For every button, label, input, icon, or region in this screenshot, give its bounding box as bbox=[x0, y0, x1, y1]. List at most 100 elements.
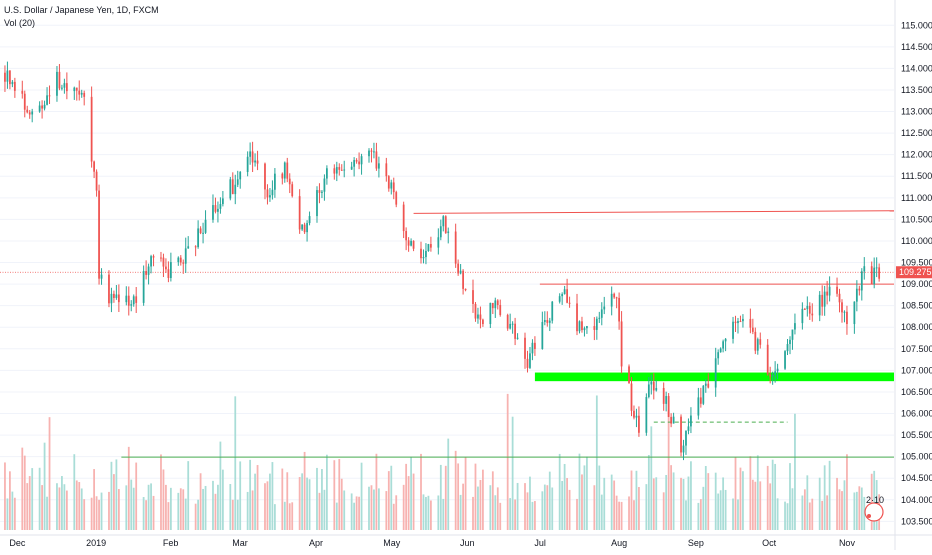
volume-bar bbox=[165, 484, 167, 530]
volume-bar bbox=[578, 453, 581, 530]
volume-bar bbox=[561, 480, 564, 530]
volume-bar bbox=[714, 472, 717, 530]
candle-body bbox=[593, 326, 596, 330]
candle-body bbox=[789, 339, 791, 345]
candle-body bbox=[652, 381, 655, 391]
volume-bar bbox=[858, 486, 861, 530]
candle-body bbox=[870, 266, 873, 284]
volume-bar bbox=[576, 498, 578, 530]
candle-body bbox=[58, 71, 61, 89]
candle-body bbox=[548, 320, 551, 323]
volume-bar bbox=[405, 463, 408, 530]
volume-bar bbox=[333, 460, 336, 530]
candle-body bbox=[323, 178, 326, 192]
volume-bar bbox=[117, 489, 120, 530]
candle-body bbox=[506, 314, 509, 329]
volume-bar bbox=[511, 416, 514, 530]
volume-bar bbox=[147, 484, 150, 530]
volume-bar bbox=[873, 470, 876, 530]
time-axis-tick-label: Apr bbox=[309, 538, 323, 548]
candle-body bbox=[246, 156, 249, 172]
candle-body bbox=[670, 416, 673, 424]
candle-body bbox=[442, 216, 445, 227]
candle-body bbox=[430, 244, 432, 248]
volume-bar bbox=[239, 461, 242, 530]
volume-bar bbox=[75, 480, 78, 530]
volume-bar bbox=[843, 480, 846, 530]
price-axis-tick-label: 104.000 bbox=[901, 495, 932, 505]
candle-body bbox=[749, 318, 752, 328]
candle-body bbox=[187, 246, 190, 249]
volume-bar bbox=[283, 501, 286, 530]
volume-bar bbox=[846, 454, 848, 530]
volume-bars bbox=[4, 393, 881, 530]
volume-bar bbox=[402, 484, 405, 530]
volume-bar bbox=[407, 476, 410, 530]
volume-bar bbox=[558, 453, 561, 530]
volume-bar bbox=[187, 461, 190, 530]
volume-bar bbox=[652, 478, 655, 530]
volume-bar bbox=[516, 482, 519, 530]
candle-body bbox=[100, 274, 103, 279]
candle-body bbox=[771, 374, 774, 377]
volume-bar bbox=[160, 454, 162, 530]
candle-body bbox=[199, 228, 202, 234]
candle-body bbox=[685, 430, 687, 446]
candle-body bbox=[615, 297, 618, 299]
volume-bar bbox=[370, 485, 373, 530]
price-axis-tick-label: 113.000 bbox=[901, 107, 932, 117]
candle-body bbox=[682, 445, 685, 453]
candle-body bbox=[563, 289, 566, 295]
candle-body bbox=[811, 313, 814, 316]
candle-body bbox=[378, 163, 380, 169]
candle-body bbox=[147, 266, 150, 275]
volume-bar bbox=[734, 457, 737, 530]
support-zone bbox=[534, 372, 894, 382]
volume-bar bbox=[704, 465, 707, 530]
time-axis-tick-label: May bbox=[383, 538, 401, 548]
price-axis-tick-label: 112.500 bbox=[901, 128, 932, 138]
volume-bar bbox=[836, 477, 838, 530]
volume-bar bbox=[358, 496, 360, 530]
corner-widget[interactable]: 2·10 bbox=[864, 495, 884, 522]
candle-body bbox=[489, 302, 492, 325]
volume-bar bbox=[217, 484, 219, 530]
candle-body bbox=[217, 208, 219, 212]
volume-bar bbox=[219, 441, 222, 530]
volume-bar bbox=[353, 502, 356, 530]
volume-bar bbox=[496, 487, 499, 530]
candle-body bbox=[234, 184, 237, 195]
candle-body bbox=[21, 90, 24, 94]
volume-bar bbox=[534, 501, 536, 530]
volume-bar bbox=[437, 495, 440, 530]
candle-body bbox=[63, 83, 66, 88]
volume-bar bbox=[638, 487, 640, 530]
candle-body bbox=[754, 331, 757, 351]
volume-bar bbox=[771, 459, 774, 530]
candle-body bbox=[83, 92, 86, 97]
volume-bar bbox=[326, 454, 328, 530]
candle-body bbox=[437, 237, 440, 248]
candle-body bbox=[256, 160, 259, 164]
volume-bar bbox=[199, 473, 202, 530]
volume-bar bbox=[266, 481, 269, 530]
volume-bar bbox=[808, 502, 811, 530]
volume-bar bbox=[202, 488, 204, 530]
volume-bar bbox=[425, 496, 427, 530]
volume-bar bbox=[806, 475, 809, 530]
candle-body bbox=[784, 351, 786, 369]
volume-bar bbox=[291, 502, 294, 530]
candle-body bbox=[759, 339, 762, 345]
candle-body bbox=[214, 205, 217, 212]
candle-body bbox=[288, 178, 291, 185]
volume-bar bbox=[754, 481, 757, 530]
candle-body bbox=[828, 286, 831, 296]
volume-bar bbox=[784, 501, 786, 530]
candle-body bbox=[236, 179, 239, 185]
volume-bar bbox=[93, 469, 95, 530]
volume-bar bbox=[100, 492, 103, 530]
candle-body bbox=[439, 226, 442, 238]
volume-bar bbox=[4, 462, 6, 530]
